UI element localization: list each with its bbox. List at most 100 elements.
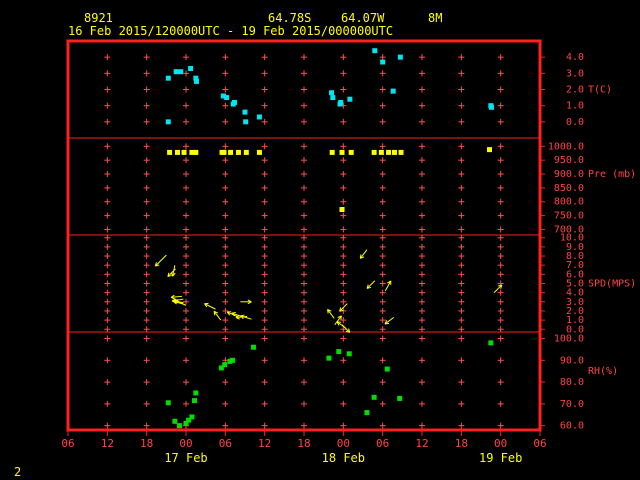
wind-arrow-head: [240, 314, 245, 317]
data-point: [176, 423, 182, 429]
data-point: [251, 344, 257, 350]
y-tick-label: 6.0: [566, 269, 584, 280]
wind-arrow-head: [226, 311, 231, 316]
wind-arrow-shaft: [204, 303, 216, 310]
data-point: [339, 207, 345, 213]
data-point: [165, 400, 171, 406]
x-tick-label: 12: [101, 437, 114, 450]
data-point: [181, 149, 187, 155]
wind-arrow-head: [340, 315, 342, 320]
wind-arrow-head: [360, 256, 365, 259]
y-tick-label: 850.0: [554, 183, 584, 194]
wind-arrow-head: [339, 307, 342, 312]
wind-arrow-head: [247, 301, 252, 305]
data-point: [372, 48, 378, 54]
data-point: [397, 395, 403, 401]
y-tick-label: 80.0: [560, 377, 584, 388]
wind-arrow: [493, 284, 503, 294]
wind-arrow-head: [155, 264, 160, 267]
header: 8921 64.78S 64.07W 8M 16 Feb 2015/120000…: [68, 11, 442, 38]
data-point: [330, 95, 336, 101]
data-point: [186, 417, 192, 423]
panel-label: T(C): [588, 85, 612, 96]
wind-arrow: [204, 302, 216, 310]
wind-arrow: [154, 254, 167, 267]
data-point: [242, 109, 248, 115]
wind-arrow-head: [172, 272, 176, 277]
x-tick-label: 18: [455, 437, 468, 450]
data-point: [189, 414, 195, 420]
wind-arrow-head: [337, 315, 342, 318]
y-tick-label: 4.0: [566, 52, 584, 63]
latitude: 64.78S: [268, 11, 311, 25]
x-tick-label: 00: [179, 437, 192, 450]
wind-arrow: [174, 299, 187, 306]
wind-arrow-shaft: [167, 268, 176, 277]
panel-label: Pre (mb): [588, 169, 636, 180]
wind-arrow-head: [231, 312, 235, 317]
data-point: [172, 418, 178, 424]
wind-arrow: [359, 249, 368, 259]
data-point: [228, 149, 234, 155]
wind-arrow-head: [167, 274, 172, 278]
data-point: [224, 95, 230, 101]
data-point: [165, 75, 171, 81]
data-point: [347, 96, 353, 102]
data-point: [192, 398, 198, 404]
data-point: [173, 69, 179, 75]
wind-arrow: [366, 280, 376, 289]
data-point: [348, 149, 354, 155]
data-point: [220, 93, 226, 99]
wind-arrow: [231, 311, 242, 317]
wind-arrow-head: [359, 254, 362, 259]
panel-label: SPD(MPS): [588, 279, 636, 290]
y-tick-label: 700.0: [554, 224, 584, 235]
wind-arrow-shaft: [174, 299, 187, 306]
data-point: [380, 59, 386, 65]
wind-arrow-head: [327, 309, 332, 312]
x-tick-label: 12: [415, 437, 428, 450]
y-tick-label: 3.0: [566, 68, 584, 79]
wind-arrow-head: [174, 299, 178, 304]
data-point: [189, 149, 195, 155]
y-tick-label: 0.0: [566, 324, 584, 335]
y-tick-label: 60.0: [560, 421, 584, 432]
wind-arrow-shaft: [327, 309, 335, 319]
data-point: [329, 90, 335, 96]
wind-arrow-shaft: [336, 321, 347, 329]
wind-arrow-shaft: [334, 315, 342, 325]
x-tick-label: 06: [219, 437, 232, 450]
wind-arrow: [336, 321, 347, 329]
y-tick-label: 70.0: [560, 399, 584, 410]
wind-arrow: [213, 310, 222, 321]
station-id: 8921: [84, 11, 113, 25]
wind-arrow-head: [497, 284, 502, 287]
wind-arrow: [384, 316, 395, 325]
wind-arrow-head: [154, 262, 157, 267]
y-tick-label: 900.0: [554, 169, 584, 180]
wind-arrow-shaft: [240, 315, 252, 320]
data-point: [346, 351, 352, 357]
y-tick-label: 950.0: [554, 155, 584, 166]
y-tick-label: 1.0: [566, 101, 584, 112]
chart-frame: [66, 39, 542, 432]
date-label: 18 Feb: [322, 451, 365, 465]
wind-arrow-shaft: [366, 280, 376, 289]
panel-label: RH(%): [588, 366, 618, 377]
data-point: [165, 119, 171, 125]
wind-arrow: [170, 294, 183, 300]
x-tick-label: 12: [258, 437, 271, 450]
wind-arrow-head: [235, 317, 240, 320]
data-point: [339, 149, 345, 155]
date-label: 17 Feb: [164, 451, 207, 465]
x-tick-label: 00: [337, 437, 350, 450]
data-point: [329, 149, 335, 155]
wind-arrow-shaft: [339, 303, 348, 312]
wind-arrow-head: [337, 321, 342, 323]
y-tick-label: 1000.0: [548, 141, 584, 152]
data-point: [193, 149, 199, 155]
time-range: 16 Feb 2015/120000UTC - 19 Feb 2015/0000…: [68, 24, 393, 38]
wind-arrow: [167, 268, 176, 278]
wind-arrow-head: [366, 284, 369, 289]
